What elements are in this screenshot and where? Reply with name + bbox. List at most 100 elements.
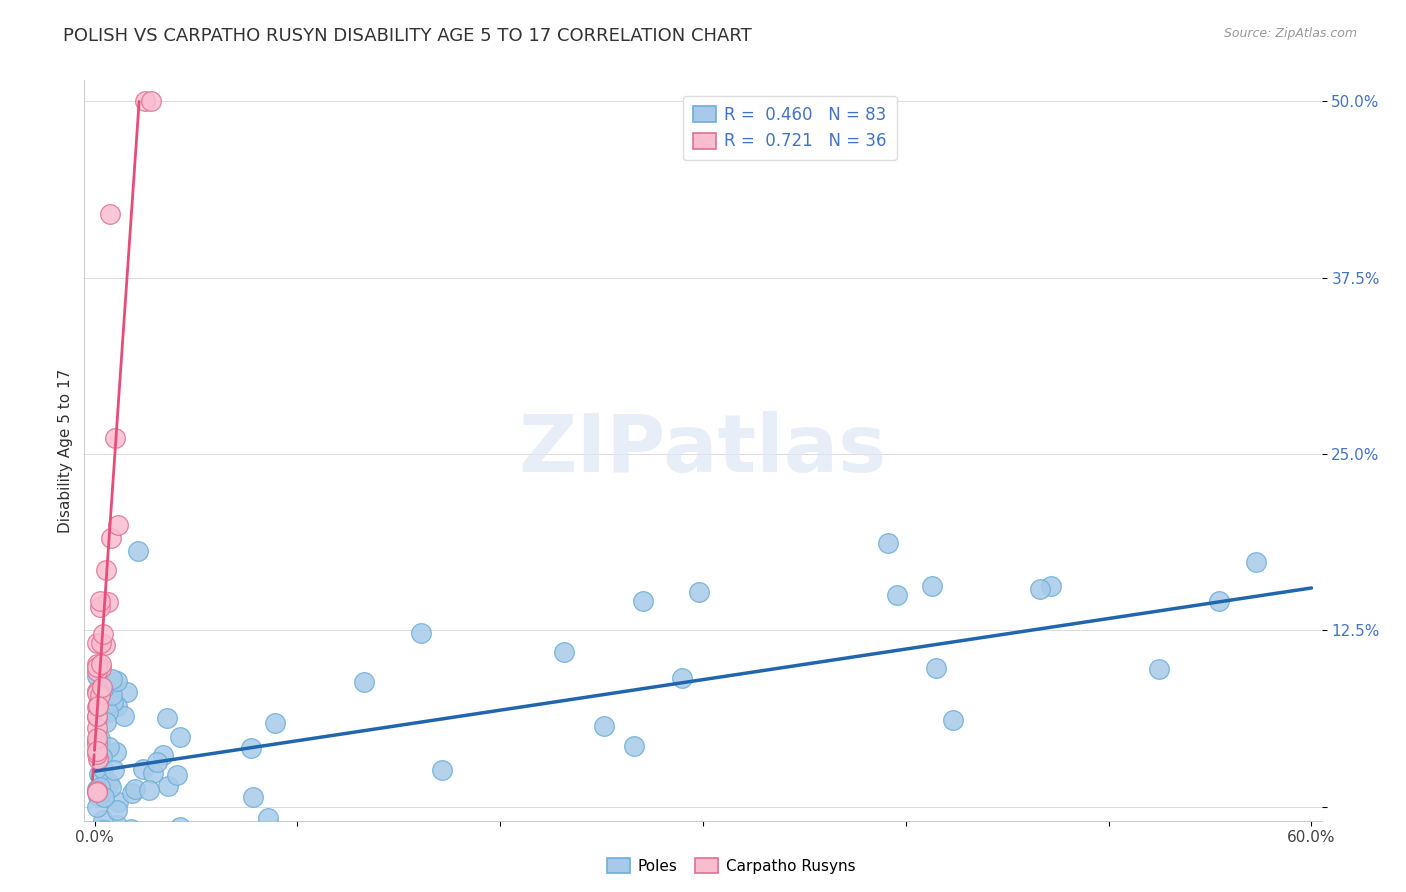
Point (688, 585, 710, 599)
Point (104, 431, 127, 445)
Point (111, 828, 134, 842)
Point (134, 95, 156, 109)
Point (86, 783, 108, 797)
Point (110, 828, 132, 842)
Point (86, 659, 108, 673)
Point (90, 749, 112, 764)
Point (1208, 594, 1230, 608)
Point (353, 675, 375, 690)
Point (94, 563, 117, 577)
Point (156, 779, 179, 793)
Point (263, 715, 285, 730)
Point (86, 709, 108, 723)
Point (93, 822, 115, 837)
Point (91, 813, 114, 827)
Point (101, 673, 124, 687)
Point (86, 731, 108, 745)
Point (97, 595, 120, 609)
Point (86, 744, 108, 758)
Point (86, 735, 108, 749)
Point (93, 789, 115, 804)
Point (91, 828, 114, 842)
Point (100, 780, 122, 794)
Point (89, 789, 111, 803)
Point (105, 673, 128, 688)
Point (89, 767, 111, 781)
Point (86, 784, 108, 798)
Point (138, 783, 160, 797)
Point (87, 698, 110, 712)
Point (87, 711, 110, 725)
Point (257, 811, 280, 825)
Point (87, 745, 110, 759)
Text: Source: ZipAtlas.com: Source: ZipAtlas.com (1223, 27, 1357, 40)
Point (90, 636, 112, 650)
Legend: R =  0.460   N = 83, R =  0.721   N = 36: R = 0.460 N = 83, R = 0.721 N = 36 (682, 96, 897, 161)
Point (103, 763, 125, 777)
Point (145, 755, 167, 769)
Point (877, 536, 900, 550)
Point (86, 657, 108, 671)
Point (553, 644, 575, 658)
Point (127, 543, 149, 558)
Point (89, 594, 111, 608)
Point (105, 745, 128, 759)
Point (925, 661, 948, 675)
Point (86, 721, 108, 735)
Point (239, 741, 262, 756)
Point (86, 700, 108, 714)
Point (156, 711, 179, 725)
Point (90, 657, 112, 672)
Point (91, 681, 114, 695)
Point (121, 786, 143, 800)
Point (1147, 662, 1170, 676)
Point (89, 599, 111, 614)
Point (105, 803, 128, 817)
Point (152, 747, 174, 762)
Point (86, 784, 108, 798)
Point (89, 780, 111, 794)
Point (87, 828, 110, 842)
Point (1029, 582, 1052, 597)
Point (98, 207, 121, 221)
Point (86, 664, 108, 678)
Point (86, 686, 108, 700)
Point (132, 762, 155, 776)
Point (942, 713, 965, 727)
Point (93, 627, 115, 641)
Point (107, 517, 129, 532)
Point (89, 688, 111, 702)
Point (120, 822, 142, 836)
Point (115, 684, 138, 698)
Point (107, 795, 129, 809)
Point (142, 766, 165, 780)
Point (93, 682, 115, 697)
Point (86, 747, 108, 761)
Point (97, 705, 120, 719)
Point (87, 698, 110, 713)
Point (86, 744, 108, 758)
Point (141, 95, 163, 109)
Point (411, 625, 433, 640)
Point (86, 710, 108, 724)
Point (100, 531, 122, 545)
Point (166, 768, 188, 782)
Point (86, 635, 108, 649)
Point (886, 588, 908, 602)
Point (89, 731, 111, 746)
Point (101, 688, 124, 702)
Point (86, 737, 108, 751)
Point (87, 752, 110, 766)
Point (105, 699, 128, 714)
Point (98, 775, 121, 789)
Point (921, 579, 943, 593)
Point (631, 594, 654, 608)
Point (90, 661, 112, 675)
Text: POLISH VS CARPATHO RUSYN DISABILITY AGE 5 TO 17 CORRELATION CHART: POLISH VS CARPATHO RUSYN DISABILITY AGE … (63, 27, 752, 45)
Y-axis label: Disability Age 5 to 17: Disability Age 5 to 17 (58, 368, 73, 533)
Point (97, 740, 120, 755)
Point (86, 800, 108, 814)
Point (1244, 555, 1267, 569)
Point (623, 739, 645, 753)
Text: ZIPatlas: ZIPatlas (519, 411, 887, 490)
